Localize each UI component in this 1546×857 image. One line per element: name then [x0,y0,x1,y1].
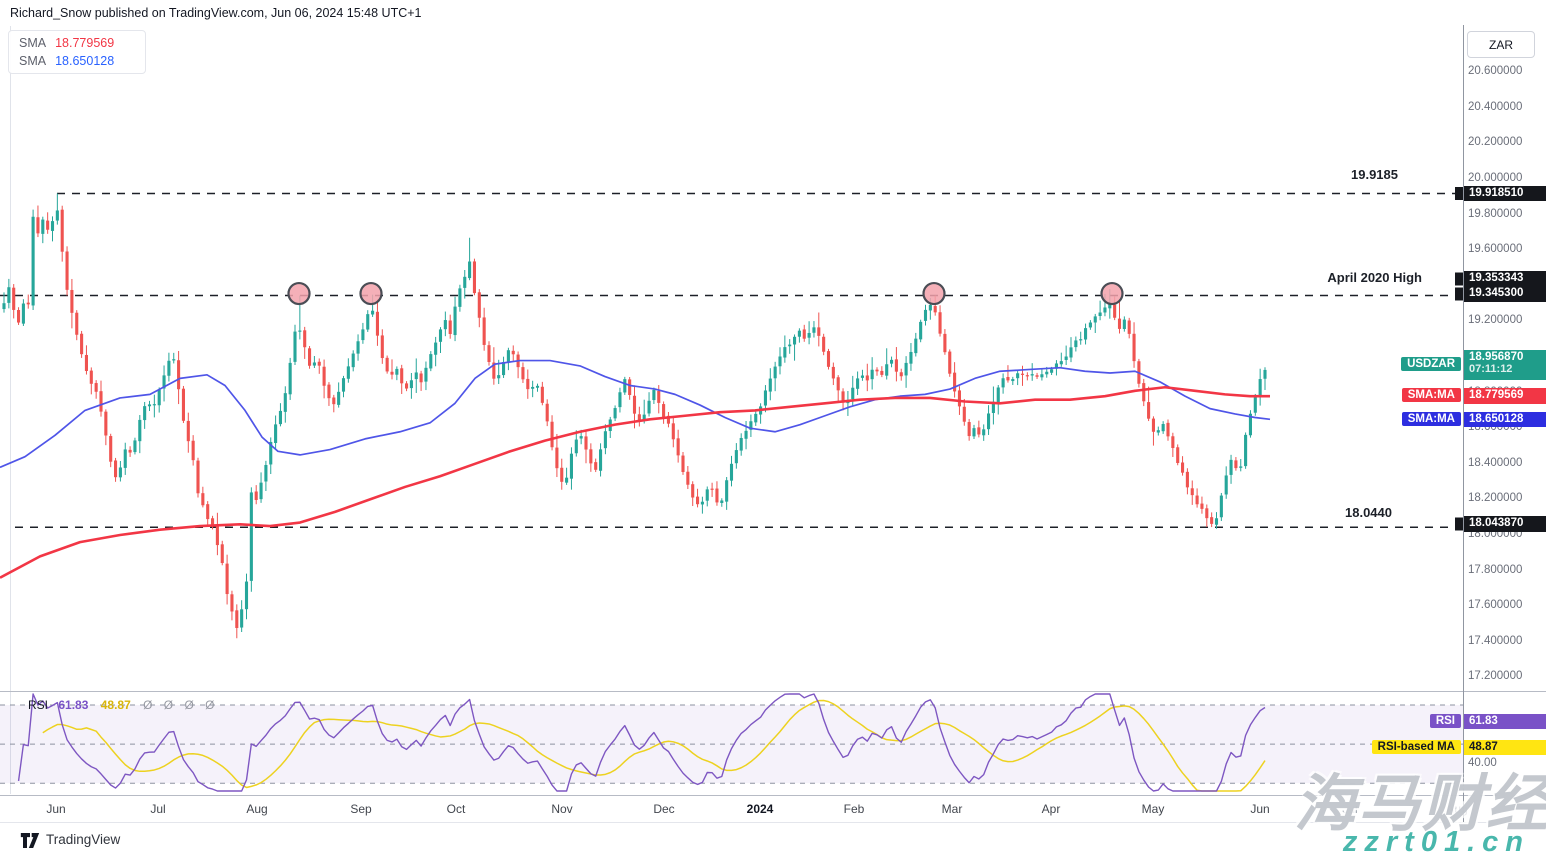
tradingview-logo-icon[interactable] [20,832,40,849]
sma-legend-box: SMA 18.779569 SMA 18.650128 [8,30,146,74]
axis-badge-dark: 19.353343 [1464,271,1546,287]
price-tick-label: 20.600000 [1468,65,1523,78]
sma-value-red: 18.779569 [55,36,115,50]
axis-badge-yellow: 48.87 [1464,739,1546,756]
time-axis-label-jul: Jul [1342,802,1358,816]
sma-label: SMA [19,54,47,68]
footer-bar: TradingView [0,823,1546,857]
price-tick-label: 20.200000 [1468,136,1523,149]
rsi-legend-value: 61.83 [58,698,89,712]
series-label-sma-ma: SMA:MA [1401,411,1461,426]
price-tick-label: 20.400000 [1468,100,1523,113]
time-axis-label-may: May [1141,802,1165,816]
level-label-19-9185: 19.9185 [1351,167,1398,182]
time-axis-label-apr: Apr [1041,802,1061,816]
price-tick-label: 19.600000 [1468,243,1523,256]
header-credit: Richard_Snow published on TradingView.co… [10,6,422,20]
axis-badge-red: 18.779569 [1464,388,1546,404]
level-label-18-0440: 18.0440 [1345,505,1392,520]
series-label-rsi-based-ma: RSI-based MA [1371,739,1461,754]
time-axis-label-2024: 2024 [746,802,774,816]
price-tick-label: 17.400000 [1468,634,1523,647]
watermark-chinese-text: 海马财经 [1293,770,1546,839]
time-axis[interactable]: Jun Jul Aug Sep Oct Nov Dec 2024 Feb Mar Apr May Jun… [0,796,1546,822]
time-axis-label-feb: Feb [843,802,865,816]
rsi-tick-label: 40.00 [1468,756,1497,769]
price-tick-label: 18.200000 [1468,492,1523,505]
axis-badge-dark: 19.345300 [1464,286,1546,302]
time-axis-label-aug: Aug [246,802,268,816]
price-tick-label: 18.400000 [1468,456,1523,469]
level-label-april-2020-high: April 2020 High [1327,270,1422,285]
rsi-ma-legend-value: 48.87 [100,698,131,712]
watermark-url-text: zzrt01.cn [1342,826,1530,857]
time-axis-label-jun: Jun [1250,802,1270,816]
time-axis-label-nov: Nov [551,802,573,816]
axis-badge-dark: 19.918510 [1464,185,1546,202]
rsi-hidden-values: Ø Ø Ø Ø [143,698,219,712]
sma-legend-row: SMA 18.650128 [9,52,145,70]
time-axis-label-aug: Aug [1446,802,1468,816]
time-axis-label-sep: Sep [350,802,372,816]
series-label-sma-ma: SMA:MA [1401,388,1461,402]
currency-toggle-button[interactable]: ZAR [1467,31,1535,58]
axis-badge-blue: 18.650128 [1464,411,1546,428]
time-axis-label-mar: Mar [941,802,963,816]
rsi-legend: RSI 61.83 48.87 Ø Ø Ø Ø [28,698,218,712]
price-tick-label: 19.800000 [1468,207,1523,220]
sma-legend-row: SMA 18.779569 [9,34,145,52]
axis-badge-last: 18.956870 07:11:12 [1464,349,1546,380]
series-label-rsi: RSI [1429,713,1461,728]
time-axis-label-dec: Dec [653,802,675,816]
time-axis-label-jul: Jul [150,802,166,816]
time-axis-label-jun: Jun [46,802,66,816]
price-tick-label: 17.800000 [1468,563,1523,576]
tradingview-brand-text[interactable]: TradingView [46,832,121,847]
axis-badge-dark: 18.043870 [1464,516,1546,532]
sma-label: SMA [19,36,47,50]
price-tick-label: 20.000000 [1468,172,1523,184]
time-axis-label-oct: Oct [446,802,466,816]
axis-badge-purple: 61.83 [1464,713,1546,730]
price-tick-label: 17.600000 [1468,599,1523,612]
price-tick-label: 19.200000 [1468,314,1523,327]
series-label-usdzar: USDZAR [1401,356,1461,371]
countdown-timer: 07:11:12 [1469,362,1513,375]
rsi-legend-name: RSI [28,698,49,712]
price-axis[interactable]: ZAR 20.600000 20.400000 20.200000 20.000000… [1464,0,1546,857]
price-tick-label: 17.200000 [1468,670,1523,683]
sma-value-blue: 18.650128 [55,54,115,68]
